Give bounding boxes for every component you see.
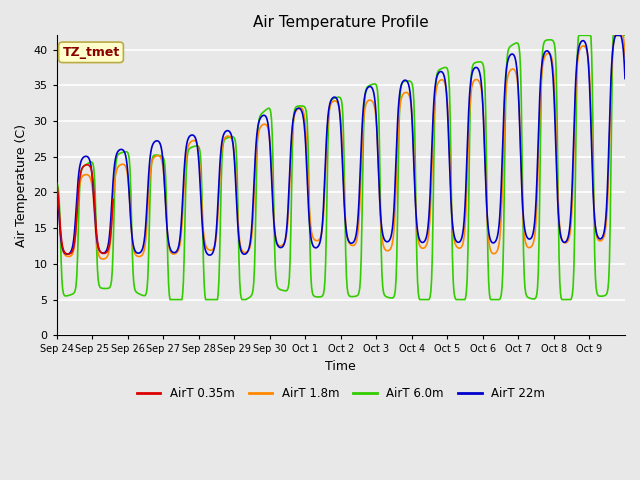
X-axis label: Time: Time (326, 360, 356, 373)
Y-axis label: Air Temperature (C): Air Temperature (C) (15, 124, 28, 247)
Text: TZ_tmet: TZ_tmet (62, 46, 120, 59)
Legend: AirT 0.35m, AirT 1.8m, AirT 6.0m, AirT 22m: AirT 0.35m, AirT 1.8m, AirT 6.0m, AirT 2… (132, 382, 550, 404)
Title: Air Temperature Profile: Air Temperature Profile (253, 15, 429, 30)
